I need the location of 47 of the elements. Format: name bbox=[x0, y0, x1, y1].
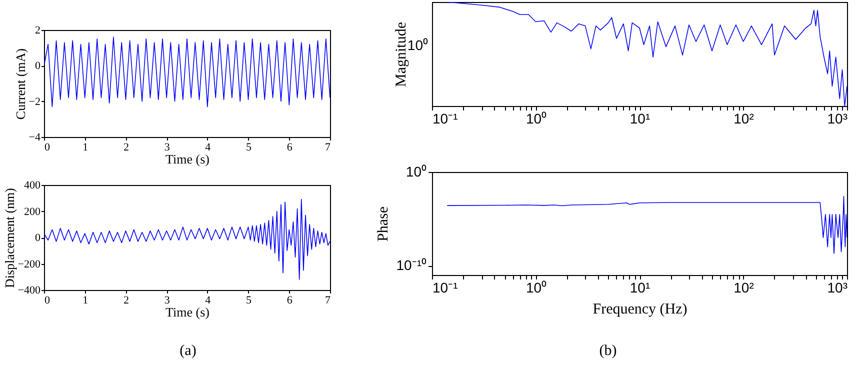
x-tick-label: 2 bbox=[123, 142, 129, 154]
x-tick-label: 7 bbox=[325, 142, 331, 154]
x-axis-title: Frequency (Hz) bbox=[592, 302, 688, 318]
x-tick-label: 10⁰ bbox=[526, 280, 547, 296]
x-tick-label: 10² bbox=[734, 280, 754, 296]
y-tick-label: −200 bbox=[18, 258, 41, 270]
x-tick-label: 10³ bbox=[827, 110, 848, 126]
y-tick-label: 10⁻¹⁰ bbox=[396, 257, 426, 274]
y-tick-label: −4 bbox=[28, 132, 41, 144]
y-tick-label: 400 bbox=[24, 180, 41, 192]
y-tick-label: 0 bbox=[35, 60, 41, 72]
x-tick-label: 10⁻¹ bbox=[432, 280, 458, 296]
x-tick-label: 10³ bbox=[827, 280, 848, 296]
y-tick-label: −400 bbox=[18, 284, 41, 296]
x-tick-label: 4 bbox=[205, 294, 212, 306]
line-series bbox=[44, 36, 330, 108]
x-tick-label: 3 bbox=[164, 294, 170, 306]
x-tick-label: 3 bbox=[164, 142, 170, 154]
y-tick-label: 2 bbox=[35, 24, 40, 36]
line-series bbox=[44, 199, 330, 280]
x-tick-label: 10² bbox=[734, 110, 754, 126]
x-axis-title: Time (s) bbox=[166, 152, 210, 166]
y-tick-label: −2 bbox=[28, 96, 40, 108]
x-tick-label: 6 bbox=[286, 294, 293, 306]
x-tick-label: 0 bbox=[44, 294, 50, 306]
x-tick-label: 10⁰ bbox=[526, 110, 547, 126]
x-tick-label: 1 bbox=[82, 142, 88, 154]
y-axis-title: Magnitude bbox=[394, 22, 410, 87]
x-tick-label: 4 bbox=[205, 142, 212, 154]
x-tick-label: 6 bbox=[286, 142, 293, 154]
y-axis-title: Phase bbox=[375, 206, 392, 242]
x-tick-label: 5 bbox=[246, 294, 252, 306]
x-axis-title: Time (s) bbox=[166, 304, 210, 320]
y-axis-title: Current (mA) bbox=[12, 48, 28, 120]
y-axis-title: Displacement (nm) bbox=[2, 188, 17, 288]
x-tick-label: 0 bbox=[44, 142, 50, 154]
x-tick-label: 10¹ bbox=[630, 280, 650, 296]
y-tick-label: 200 bbox=[24, 206, 41, 218]
x-tick-label: 1 bbox=[82, 294, 88, 306]
x-tick-label: 7 bbox=[325, 294, 331, 306]
y-tick-label: 0 bbox=[35, 232, 41, 244]
x-tick-label: 5 bbox=[246, 142, 252, 154]
x-tick-label: 10⁻¹ bbox=[432, 110, 458, 126]
text: (b) bbox=[599, 343, 617, 360]
x-tick-label: 2 bbox=[123, 294, 129, 306]
text: (a) bbox=[180, 343, 196, 360]
x-tick-label: 10¹ bbox=[630, 110, 650, 126]
